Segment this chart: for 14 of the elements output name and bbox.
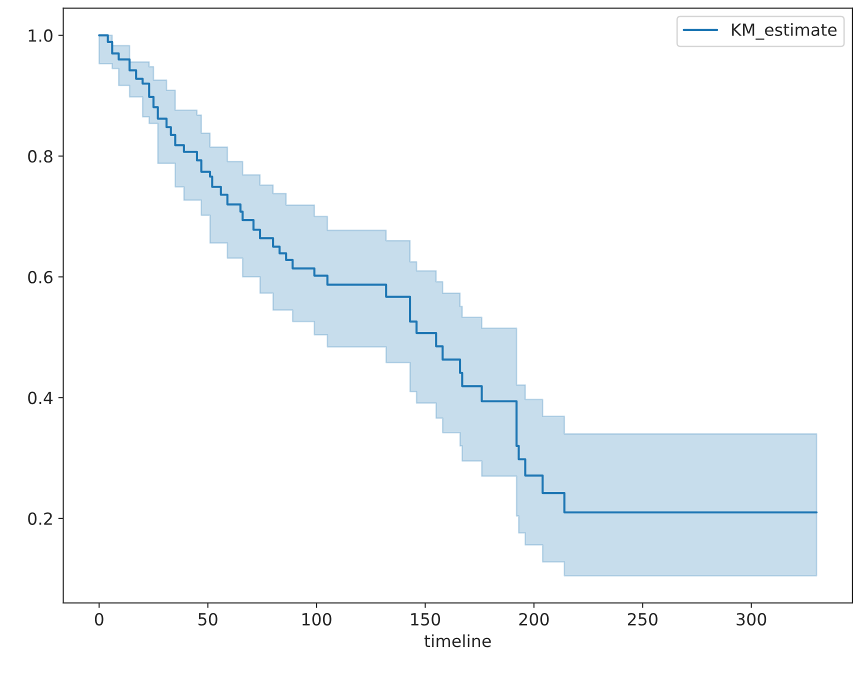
x-tick-label: 250 [628,612,658,626]
y-tick-label: 0.4 [28,392,53,404]
x-axis-title: timeline [424,634,491,648]
y-tick-label: 1.0 [28,29,52,42]
x-tick-label: 100 [302,612,332,626]
legend-label: KM_estimate [732,23,837,40]
x-tick-label: 200 [519,612,549,626]
x-tick-label: 150 [411,612,440,626]
y-tick-label: 0.2 [28,512,52,525]
x-tick-label: 300 [736,612,766,626]
y-tick-label: 0.8 [28,150,52,163]
x-tick-label: 0 [94,612,104,626]
y-tick-label: 0.6 [28,270,52,284]
x-tick-label: 50 [198,612,218,626]
